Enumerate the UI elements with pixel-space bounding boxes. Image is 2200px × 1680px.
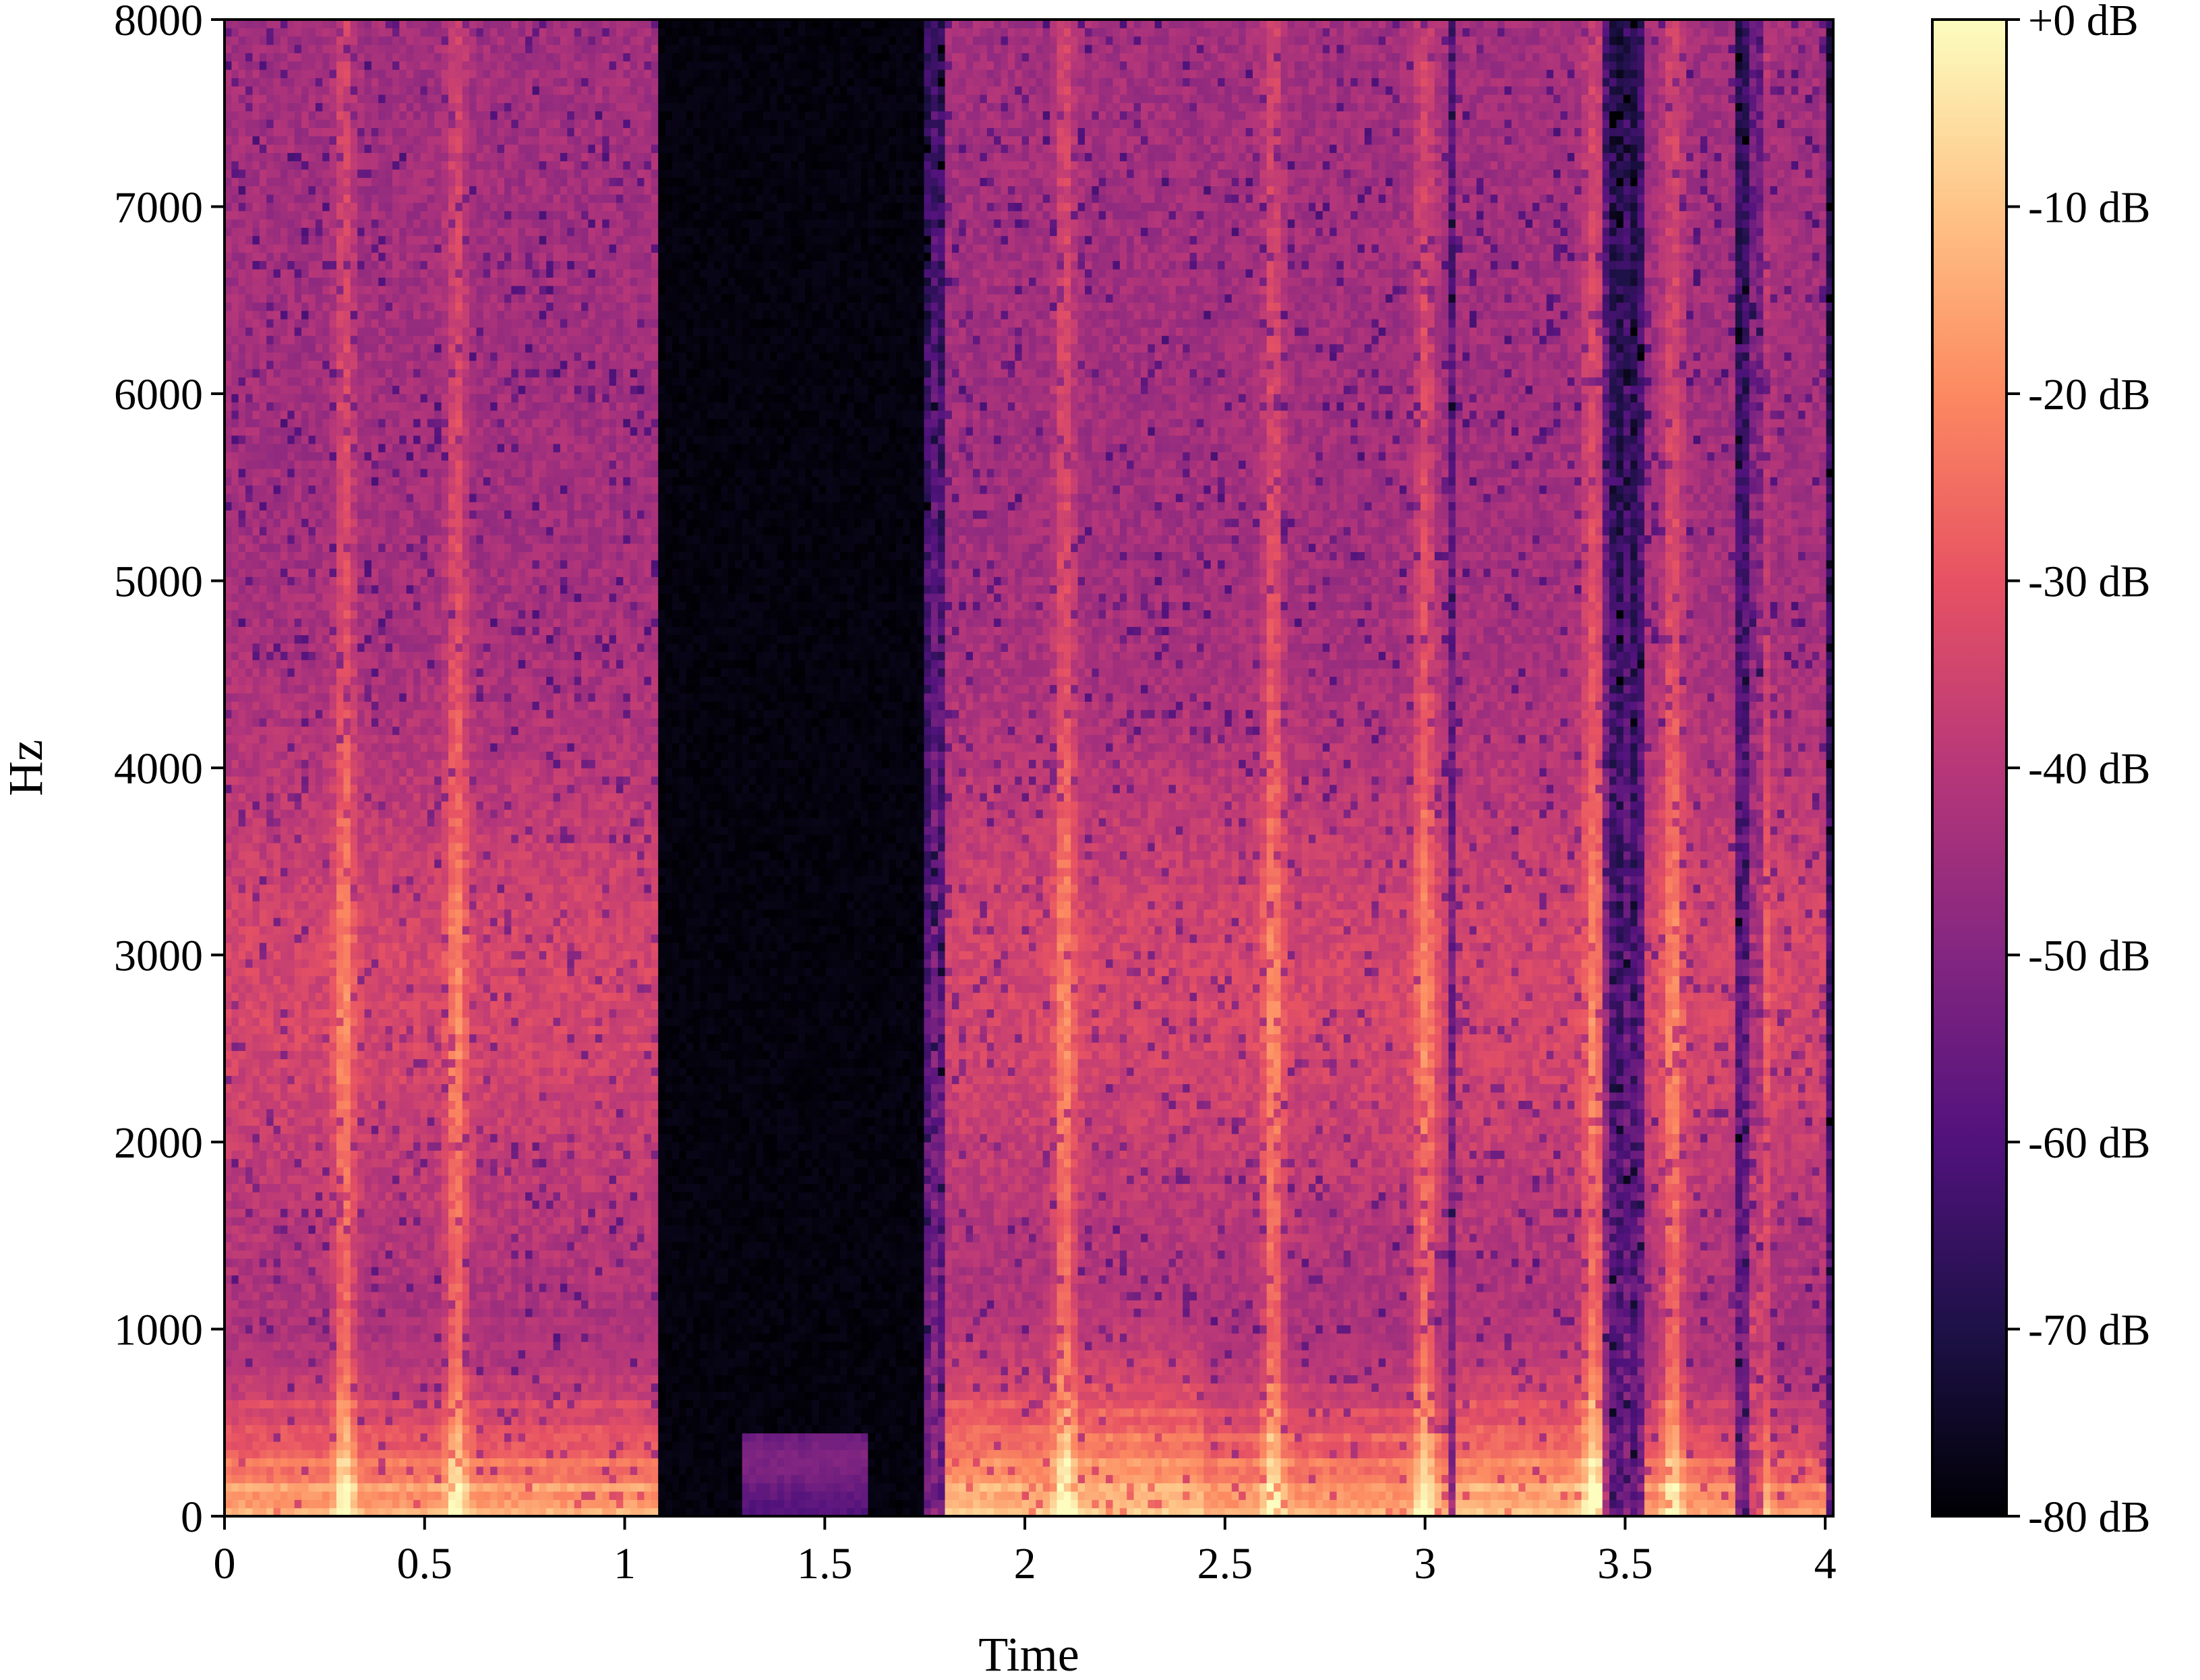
y-tick-label: 7000 <box>114 183 203 233</box>
y-tick-label: 1000 <box>114 1306 203 1355</box>
x-tick-label: 0 <box>214 1539 236 1588</box>
x-tick-label: 2 <box>1014 1539 1036 1588</box>
spectrogram-image <box>225 20 1834 1517</box>
x-tick-label: 3 <box>1414 1539 1436 1588</box>
y-tick-label: 0 <box>181 1493 203 1542</box>
colorbar <box>1932 20 2006 1516</box>
y-tick-label: 3000 <box>114 932 203 981</box>
colorbar-tick-label: -20 dB <box>2028 370 2151 419</box>
y-tick-label: 6000 <box>114 370 203 419</box>
y-tick-label: 2000 <box>114 1118 203 1168</box>
x-axis-title: Time <box>978 1627 1079 1680</box>
x-tick-label: 1.5 <box>797 1539 853 1588</box>
x-tick-label: 4 <box>1814 1539 1837 1588</box>
x-tick-label: 1 <box>614 1539 636 1588</box>
y-tick-label: 5000 <box>114 558 203 607</box>
x-tick-label: 0.5 <box>397 1539 453 1588</box>
y-axis-title: Hz <box>0 740 53 796</box>
colorbar-tick-label: +0 dB <box>2028 0 2139 45</box>
colorbar-tick-label: -60 dB <box>2028 1118 2151 1168</box>
colorbar-tick-label: -40 dB <box>2028 744 2151 793</box>
x-axis-ticks: 0 0.5 1 1.5 2 2.5 3 3.5 4 <box>214 1516 1837 1588</box>
colorbar-ticks: +0 dB -10 dB -20 dB -30 dB -40 dB -50 dB -60 d… <box>2006 0 2151 1542</box>
y-tick-label: 8000 <box>114 0 203 45</box>
x-tick-label: 2.5 <box>1197 1539 1253 1588</box>
y-axis-ticks: 0 1000 2000 3000 4000 5000 6000 7000 8000 <box>114 0 225 1542</box>
colorbar-tick-label: -80 dB <box>2028 1493 2151 1542</box>
colorbar-tick-label: -10 dB <box>2028 183 2151 233</box>
colorbar-tick-label: -50 dB <box>2028 932 2151 981</box>
colorbar-tick-label: -70 dB <box>2028 1306 2151 1355</box>
colorbar-tick-label: -30 dB <box>2028 558 2151 607</box>
y-tick-label: 4000 <box>114 744 203 793</box>
x-tick-label: 3.5 <box>1597 1539 1653 1588</box>
